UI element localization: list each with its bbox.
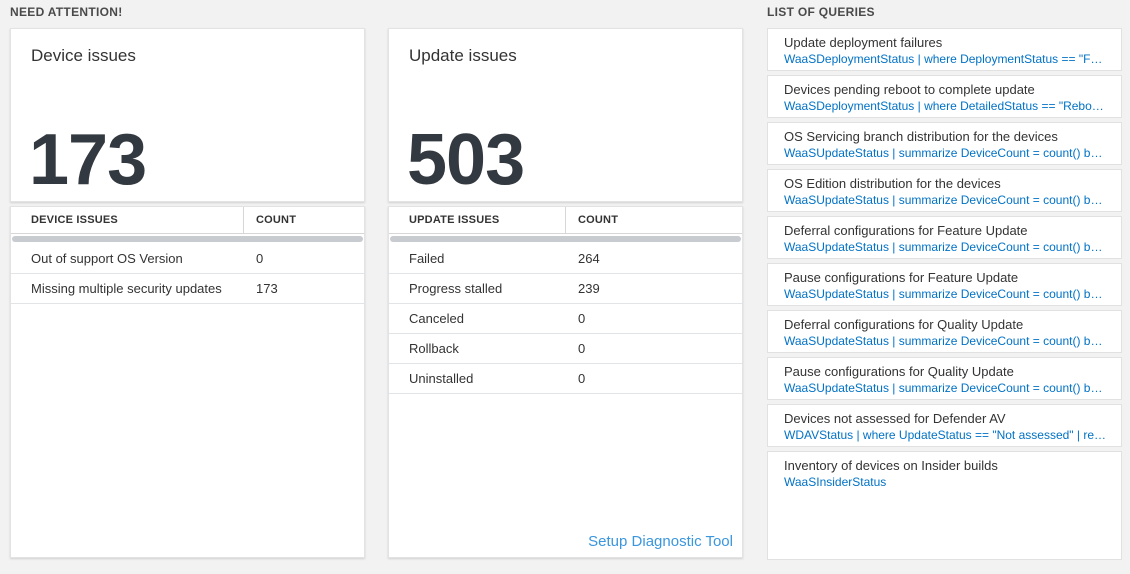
update-issues-widget: Update issues 503 UPDATE ISSUES COUNT Fa… — [388, 28, 743, 558]
need-attention-header: NEED ATTENTION! — [10, 5, 123, 19]
query-title: Deferral configurations for Feature Upda… — [784, 223, 1028, 238]
widgets-row: Device issues 173 DEVICE ISSUES COUNT Ou… — [10, 28, 743, 558]
query-title: Pause configurations for Feature Update — [784, 270, 1019, 285]
query-title: Devices pending reboot to complete updat… — [784, 82, 1035, 97]
query-item[interactable]: Update deployment failures WaaSDeploymen… — [767, 28, 1122, 71]
query-code: WaaSDeploymentStatus | where DeploymentS… — [784, 52, 1107, 66]
query-title: OS Edition distribution for the devices — [784, 176, 1001, 191]
update-table-scrollbar-track — [389, 234, 742, 244]
issue-count: 173 — [256, 281, 278, 296]
query-item[interactable]: Inventory of devices on Insider builds W… — [767, 451, 1122, 560]
query-code: WaaSUpdateStatus | summarize DeviceCount… — [784, 287, 1107, 301]
update-issues-table: UPDATE ISSUES COUNT Failed 264 Progress … — [388, 206, 743, 558]
query-code: WaaSUpdateStatus | summarize DeviceCount… — [784, 193, 1107, 207]
query-item[interactable]: Deferral configurations for Quality Upda… — [767, 310, 1122, 353]
issue-count: 264 — [578, 251, 600, 266]
issue-label: Canceled — [409, 311, 464, 326]
query-item[interactable]: Devices not assessed for Defender AV WDA… — [767, 404, 1122, 447]
update-issues-column-header: UPDATE ISSUES — [389, 207, 566, 233]
issue-count: 239 — [578, 281, 600, 296]
list-of-queries-header: LIST OF QUERIES — [767, 5, 875, 19]
query-title: Update deployment failures — [784, 35, 943, 50]
table-row[interactable]: Out of support OS Version 0 — [11, 244, 364, 274]
setup-diagnostic-tool-link[interactable]: Setup Diagnostic Tool — [588, 533, 733, 550]
table-row[interactable]: Canceled 0 — [389, 304, 742, 334]
issue-count: 0 — [256, 251, 264, 266]
query-item[interactable]: Pause configurations for Feature Update … — [767, 263, 1122, 306]
issue-label: Progress stalled — [409, 281, 503, 296]
query-item[interactable]: Pause configurations for Quality Update … — [767, 357, 1122, 400]
table-row[interactable]: Missing multiple security updates 173 — [11, 274, 364, 304]
query-code: WaaSInsiderStatus — [784, 475, 887, 489]
issue-label: Missing multiple security updates — [31, 281, 222, 296]
query-title: Inventory of devices on Insider builds — [784, 458, 998, 473]
query-item[interactable]: OS Servicing branch distribution for the… — [767, 122, 1122, 165]
query-title: Pause configurations for Quality Update — [784, 364, 1014, 379]
device-issues-column-header: DEVICE ISSUES — [11, 207, 244, 233]
query-code: WaaSDeploymentStatus | where DetailedSta… — [784, 99, 1107, 113]
table-row[interactable]: Progress stalled 239 — [389, 274, 742, 304]
issue-label: Failed — [409, 251, 445, 266]
issue-count: 0 — [578, 341, 586, 356]
query-title: Devices not assessed for Defender AV — [784, 411, 1006, 426]
update-count-column-header: COUNT — [578, 214, 619, 226]
update-issues-title: Update issues — [409, 46, 517, 65]
query-item[interactable]: Deferral configurations for Feature Upda… — [767, 216, 1122, 259]
need-attention-section: NEED ATTENTION! Device issues 173 DEVICE… — [10, 5, 743, 560]
table-row[interactable]: Rollback 0 — [389, 334, 742, 364]
table-row[interactable]: Failed 264 — [389, 244, 742, 274]
issue-count: 0 — [578, 371, 586, 386]
table-row[interactable]: Uninstalled 0 — [389, 364, 742, 394]
update-issues-tile[interactable]: Update issues 503 — [388, 28, 743, 202]
update-issues-table-header: UPDATE ISSUES COUNT — [389, 207, 742, 234]
query-title: OS Servicing branch distribution for the… — [784, 129, 1058, 144]
query-code: WaaSUpdateStatus | summarize DeviceCount… — [784, 334, 1107, 348]
device-table-scrollbar[interactable] — [12, 236, 363, 242]
device-table-scrollbar-track — [11, 234, 364, 244]
query-code: WDAVStatus | where UpdateStatus == "Not … — [784, 428, 1107, 442]
queries-section: LIST OF QUERIES Update deployment failur… — [767, 5, 1122, 560]
dashboard: NEED ATTENTION! Device issues 173 DEVICE… — [10, 5, 1122, 560]
issue-label: Rollback — [409, 341, 459, 356]
query-code: WaaSUpdateStatus | summarize DeviceCount… — [784, 240, 1107, 254]
issue-label: Out of support OS Version — [31, 251, 183, 266]
query-code: WaaSUpdateStatus | summarize DeviceCount… — [784, 381, 1107, 395]
device-issues-title: Device issues — [31, 46, 136, 65]
device-count-column-header: COUNT — [256, 214, 297, 226]
query-code: WaaSUpdateStatus | summarize DeviceCount… — [784, 146, 1107, 160]
device-issues-tile[interactable]: Device issues 173 — [10, 28, 365, 202]
device-issues-table-header: DEVICE ISSUES COUNT — [11, 207, 364, 234]
update-issues-count: 503 — [407, 119, 525, 200]
device-issues-count: 173 — [29, 119, 147, 200]
issue-count: 0 — [578, 311, 586, 326]
query-title: Deferral configurations for Quality Upda… — [784, 317, 1024, 332]
query-item[interactable]: OS Edition distribution for the devices … — [767, 169, 1122, 212]
query-list: Update deployment failures WaaSDeploymen… — [767, 28, 1122, 560]
device-issues-table: DEVICE ISSUES COUNT Out of support OS Ve… — [10, 206, 365, 558]
issue-label: Uninstalled — [409, 371, 474, 386]
query-item[interactable]: Devices pending reboot to complete updat… — [767, 75, 1122, 118]
device-issues-widget: Device issues 173 DEVICE ISSUES COUNT Ou… — [10, 28, 365, 558]
update-table-scrollbar[interactable] — [390, 236, 741, 242]
